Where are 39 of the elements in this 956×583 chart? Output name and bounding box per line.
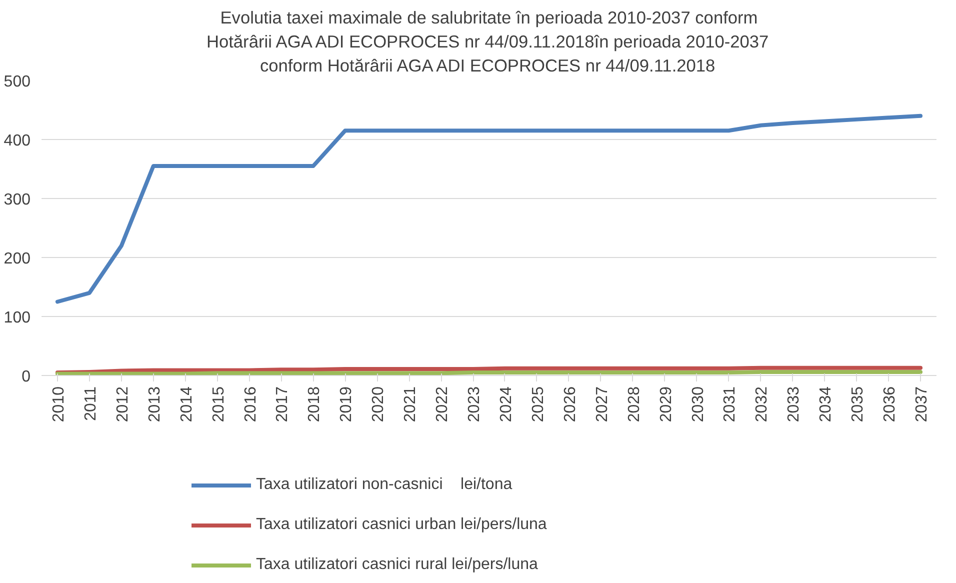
x-tick-label: 2033 (786, 386, 803, 422)
x-tick-label: 2012 (114, 386, 132, 422)
x-tick-label: 2017 (274, 386, 292, 422)
x-tick-label: 2031 (722, 386, 739, 422)
x-tick-label: 2032 (754, 386, 771, 422)
x-tick-label: 2010 (50, 386, 68, 422)
x-tick-label: 2018 (306, 386, 324, 422)
x-tick-label: 2030 (690, 386, 707, 422)
x-tick-label: 2013 (146, 386, 164, 422)
legend-label: Taxa utilizatori casnici rural lei/pers/luna (256, 556, 538, 574)
x-tick-label: 2022 (434, 386, 452, 422)
y-tick-label: 500 (4, 74, 31, 90)
x-tick-label: 2024 (498, 386, 515, 422)
x-tick-label: 2037 (914, 386, 931, 422)
chart-title: Evolutia taxei maximale de salubritate în perioada 2010-2037 conform Hotărârii AGA ADI ECOPROCES nr 44/09.11.2018în perioada 2010-2037 conform Hotărârii AGA ADI ECOPROCES nr 44/09.11.2018 (206, 8, 769, 76)
legend-label: Taxa utilizatori casnici urban lei/pers/luna (256, 516, 547, 534)
x-tick-label: 2027 (594, 386, 611, 422)
x-tick-label: 2034 (818, 386, 835, 422)
x-tick-label: 2021 (402, 386, 420, 422)
x-tick-label: 2036 (882, 386, 899, 422)
x-tick-label: 2016 (242, 386, 260, 422)
y-tick-label: 400 (4, 132, 31, 150)
y-tick-label: 200 (4, 250, 31, 268)
x-tick-label: 2020 (370, 386, 388, 422)
x-tick-label: 2035 (850, 386, 867, 422)
x-tick-label: 2028 (626, 386, 643, 422)
x-tick-label: 2026 (562, 386, 579, 422)
y-tick-label: 0 (22, 368, 31, 386)
line-series (55, 114, 923, 304)
y-tick-label: 300 (4, 192, 31, 208)
x-tick-label: 2014 (178, 386, 196, 422)
x-tick-label: 2023 (466, 386, 484, 422)
x-tick-label: 2019 (338, 386, 356, 422)
y-tick-label: 100 (4, 310, 31, 326)
x-tick-label: 2025 (530, 386, 547, 422)
x-tick-label: 2015 (210, 386, 228, 422)
x-tick-label: 2011 (82, 386, 100, 421)
x-tick-label: 2029 (658, 386, 675, 422)
legend-label: Taxa utilizatori non-casnici lei/tona (256, 476, 512, 494)
